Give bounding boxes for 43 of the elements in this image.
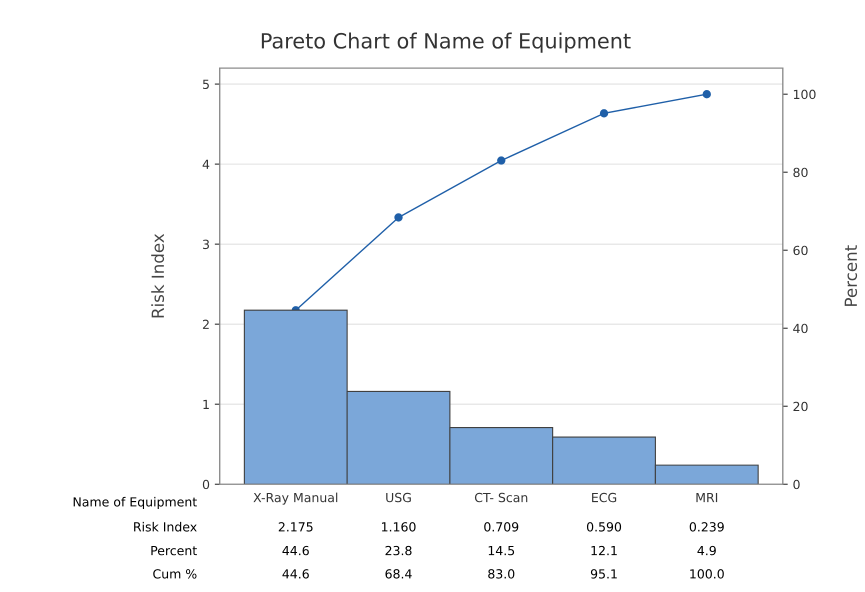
- data-label: 95.1: [590, 569, 617, 579]
- x-tick-label: CT- Scan: [474, 492, 528, 502]
- data-label: 83.0: [488, 569, 514, 579]
- text: 44.6: [282, 546, 309, 556]
- point: [394, 213, 403, 222]
- y-tick-label: 5: [203, 80, 209, 90]
- text: 23.8: [386, 546, 412, 556]
- text: Percent: [151, 546, 197, 556]
- y-tick-label: 1: [203, 400, 209, 409]
- point: [600, 109, 608, 118]
- y2-tick-label: 40: [793, 324, 808, 334]
- text: 4.9: [697, 546, 716, 556]
- y-tick-label: 4: [202, 160, 210, 169]
- text: Cum %: [153, 569, 196, 579]
- y2-tick-label: 100: [794, 90, 816, 100]
- y2-tick-label: 20: [793, 402, 808, 412]
- data-label: 0.239: [690, 522, 724, 532]
- data-label: 68.4: [385, 569, 412, 579]
- x-tick-label: X-Ray Manual: [253, 492, 338, 505]
- x-axis-title: Name of Equipment: [74, 496, 197, 510]
- y-axis-title: Risk Index: [151, 234, 164, 318]
- y-tick-label: 3: [202, 240, 209, 250]
- x-tick-label: USG: [386, 492, 411, 502]
- data-label: 2.175: [278, 522, 313, 532]
- x-tick-label: MRI: [696, 492, 718, 502]
- text: Risk Index: [134, 522, 197, 532]
- y-tick-label: 2: [202, 320, 209, 329]
- text: 12.1: [591, 546, 617, 556]
- y2-axis-title: Percent: [844, 245, 858, 306]
- x-tick-label: ECG: [592, 492, 616, 502]
- data-label: 0.709: [484, 522, 518, 532]
- y-tick-label: 0: [202, 480, 210, 490]
- point: [497, 156, 506, 165]
- text: 14.5: [488, 546, 514, 556]
- data-label: 0.590: [586, 522, 622, 532]
- y2-tick-label: 0: [793, 480, 800, 490]
- data-label: 44.6: [282, 569, 309, 579]
- y2-tick-label: 80: [793, 168, 808, 178]
- chart-title: Pareto Chart of Name of Equipment: [262, 32, 631, 53]
- data-label: 100.0: [690, 569, 724, 579]
- y2-tick-label: 60: [793, 246, 808, 256]
- data-label: 1.160: [382, 522, 416, 532]
- point: [702, 90, 711, 98]
